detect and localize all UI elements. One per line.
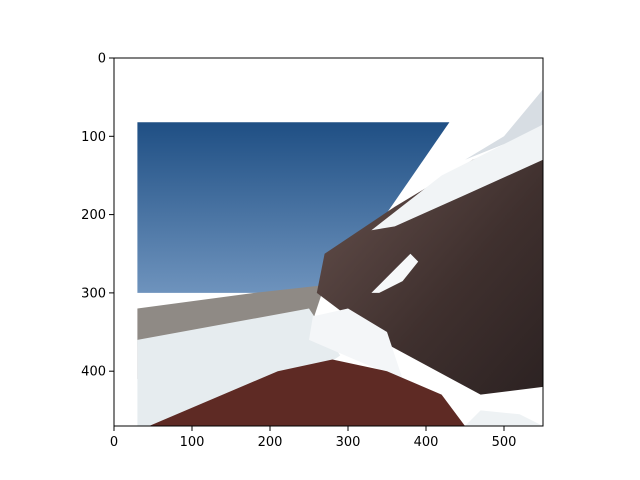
- x-tick-label: 400: [414, 435, 439, 450]
- x-tick-label: 100: [180, 435, 205, 450]
- x-tick-label: 300: [336, 435, 361, 450]
- image-region-snow-mid: [371, 253, 419, 293]
- image-region-red-foreground: [149, 359, 465, 426]
- image-region-snow-field-left: [137, 308, 341, 426]
- image-region-far-snow-cap: [465, 89, 543, 160]
- image-region-snow-upper-ridge: [371, 124, 543, 231]
- y-tick-label: 300: [81, 286, 106, 301]
- y-tick-label: 200: [81, 208, 106, 223]
- y-tick-label: 0: [98, 52, 106, 67]
- plot-area: [113, 57, 544, 427]
- y-tick-label: 100: [81, 130, 106, 145]
- axes-frame: [113, 57, 544, 427]
- y-tick-label: 400: [81, 365, 106, 380]
- image-region-snow-lower-middle: [309, 308, 403, 380]
- image-region-snow-bottom-right: [465, 410, 543, 426]
- y-axis: 0 100 200 300 400: [81, 52, 114, 380]
- x-tick-label: 200: [258, 435, 283, 450]
- x-tick-label: 500: [492, 435, 517, 450]
- x-axis: 0 100 200 300 400 500: [110, 426, 517, 450]
- image-region-sky: [137, 122, 450, 293]
- image-layer: [137, 89, 543, 426]
- x-tick-label: 0: [110, 435, 118, 450]
